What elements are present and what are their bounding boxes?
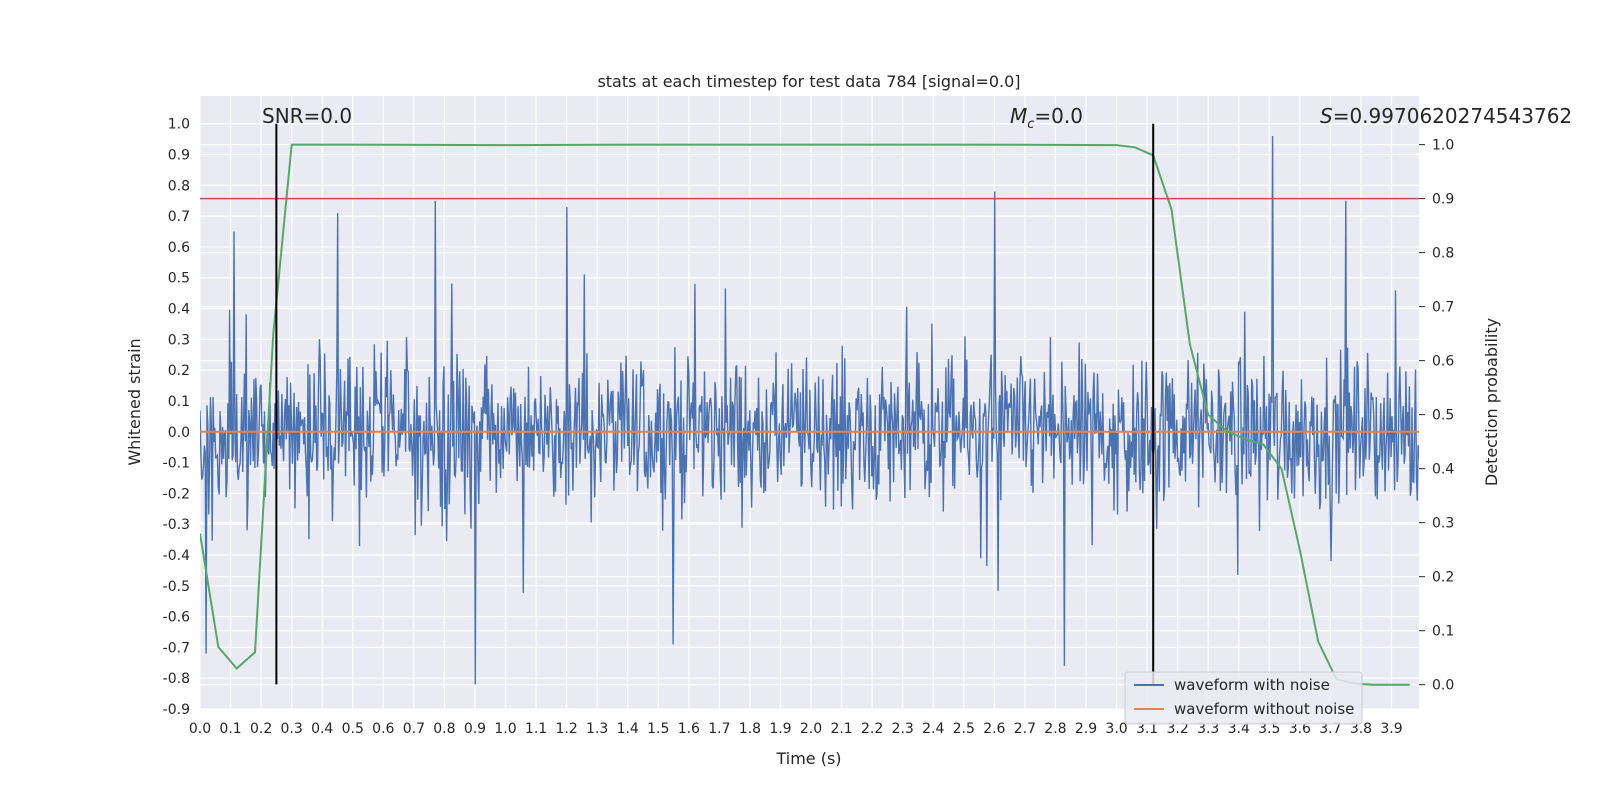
y-tick-label: -0.6 xyxy=(163,610,190,626)
x-tick-label: 2.6 xyxy=(983,721,1005,737)
vertical-markers xyxy=(275,123,1155,685)
y-tick-label: -0.3 xyxy=(163,517,190,533)
y2-tick-label: 1.0 xyxy=(1432,138,1454,154)
x-tick-label: 1.4 xyxy=(617,721,639,737)
x-tick-label: 1.6 xyxy=(678,721,700,737)
s-value: =0.9970620274543762 xyxy=(1333,104,1572,128)
x-tick-label: 3.9 xyxy=(1380,721,1402,737)
x-tick-label: 0.8 xyxy=(433,721,455,737)
y2-tick-label: 0.8 xyxy=(1432,246,1454,262)
y-tick-label: 0.9 xyxy=(168,148,190,164)
y-tick-label: 0.0 xyxy=(168,425,190,441)
x-tick-label: 2.1 xyxy=(830,721,852,737)
legend-box xyxy=(1124,671,1363,725)
legend: waveform with noise waveform without noi… xyxy=(1124,671,1363,725)
y2-tick-label: 0.0 xyxy=(1432,678,1454,694)
x-tick-label: 0.6 xyxy=(372,721,394,737)
x-tick-label: 0.4 xyxy=(311,721,333,737)
x-tick-label: 0.3 xyxy=(281,721,303,737)
y-axis-ticks: -0.9 -0.8 -0.7 -0.6 -0.5 -0.4 -0.3 -0.2 -0.1 0.0 0… xyxy=(163,117,190,718)
y-tick-label: 0.2 xyxy=(168,363,190,379)
mc-subscript: c xyxy=(1027,117,1034,132)
y2-tick-label: 0.4 xyxy=(1432,462,1454,478)
mc-value: =0.0 xyxy=(1034,104,1083,128)
y-tick-label: 0.4 xyxy=(168,302,190,318)
y2-axis-label: Detection probability xyxy=(1482,318,1501,486)
y-tick-label: -0.9 xyxy=(163,702,190,718)
series-waveform-with-noise xyxy=(200,135,1419,685)
y-tick-label: -0.2 xyxy=(163,486,190,502)
x-tick-label: 0.9 xyxy=(464,721,486,737)
y2-tick-label: 0.7 xyxy=(1432,300,1454,316)
x-tick-label: 2.8 xyxy=(1044,721,1066,737)
x-tick-label: 0.1 xyxy=(219,721,241,737)
y-tick-label: 0.6 xyxy=(168,240,190,256)
x-tick-label: 1.3 xyxy=(586,721,608,737)
legend-label-clean: waveform without noise xyxy=(1174,700,1354,718)
x-tick-label: 2.2 xyxy=(861,721,883,737)
chart-title: stats at each timestep for test data 784… xyxy=(597,72,1020,91)
y-axis-label: Whitened strain xyxy=(125,338,144,465)
x-tick-label: 1.2 xyxy=(555,721,577,737)
x-tick-label: 0.5 xyxy=(342,721,364,737)
x-tick-label: 2.7 xyxy=(1014,721,1036,737)
y-tick-label: 1.0 xyxy=(168,117,190,133)
x-tick-label: 1.1 xyxy=(525,721,547,737)
y2-tick-label: 0.2 xyxy=(1432,570,1454,586)
x-tick-label: 3.1 xyxy=(1136,721,1158,737)
x-tick-label: 0.7 xyxy=(403,721,425,737)
x-axis-label: Time (s) xyxy=(775,749,841,768)
plot-lines xyxy=(200,135,1419,686)
x-tick-label: 2.9 xyxy=(1075,721,1097,737)
y-tick-label: -0.1 xyxy=(163,456,190,472)
x-tick-label: 1.7 xyxy=(708,721,730,737)
series-detection-probability xyxy=(200,143,1410,686)
y2-tick-label: 0.9 xyxy=(1432,192,1454,208)
x-tick-label: 3.3 xyxy=(1197,721,1219,737)
y-tick-label: -0.7 xyxy=(163,640,190,656)
y2-tick-label: 0.6 xyxy=(1432,354,1454,370)
x-tick-label: 3.2 xyxy=(1167,721,1189,737)
s-annotation: S=0.9970620274543762 xyxy=(1320,104,1572,128)
mc-symbol: M xyxy=(1010,104,1027,128)
x-tick-label: 3.8 xyxy=(1350,721,1372,737)
y-tick-label: -0.5 xyxy=(163,579,190,595)
y-tick-label: 0.5 xyxy=(168,271,190,287)
x-tick-label: 1.8 xyxy=(739,721,761,737)
x-tick-label: 3.4 xyxy=(1228,721,1250,737)
x-axis-ticks: 0.0 0.1 0.2 0.3 0.4 0.5 0.6 0.7 0.8 0.9 1.0 1.1 1.2 1… xyxy=(189,721,1403,737)
y-tick-label: 0.1 xyxy=(168,394,190,410)
x-tick-label: 3.5 xyxy=(1258,721,1280,737)
y-tick-label: 0.3 xyxy=(168,332,190,348)
x-tick-label: 3.0 xyxy=(1105,721,1127,737)
x-tick-label: 3.7 xyxy=(1319,721,1341,737)
y-tick-label: 0.7 xyxy=(168,209,190,225)
legend-label-noise: waveform with noise xyxy=(1174,676,1330,694)
y-tick-label: -0.4 xyxy=(163,548,190,564)
x-tick-label: 1.9 xyxy=(769,721,791,737)
y2-tick-label: 0.3 xyxy=(1432,516,1454,532)
s-symbol: S xyxy=(1320,104,1333,128)
y-tick-label: -0.8 xyxy=(163,671,190,687)
x-tick-label: 1.5 xyxy=(647,721,669,737)
x-tick-label: 2.0 xyxy=(800,721,822,737)
x-tick-label: 2.4 xyxy=(922,721,944,737)
x-tick-label: 0.0 xyxy=(189,721,211,737)
x-tick-label: 2.5 xyxy=(953,721,975,737)
x-tick-label: 3.6 xyxy=(1289,721,1311,737)
mc-annotation: Mc=0.0 xyxy=(1010,104,1083,132)
y2-tick-label: 0.5 xyxy=(1432,408,1454,424)
x-tick-label: 1.0 xyxy=(494,721,516,737)
y2-axis-ticks: 0.0 0.1 0.2 0.3 0.4 0.5 0.6 0.7 0.8 0.9 1.0 xyxy=(1419,138,1454,694)
snr-annotation: SNR=0.0 xyxy=(262,104,352,128)
y2-tick-label: 0.1 xyxy=(1432,624,1454,640)
y-tick-label: 0.8 xyxy=(168,178,190,194)
x-tick-label: 2.3 xyxy=(892,721,914,737)
x-tick-label: 0.2 xyxy=(250,721,272,737)
